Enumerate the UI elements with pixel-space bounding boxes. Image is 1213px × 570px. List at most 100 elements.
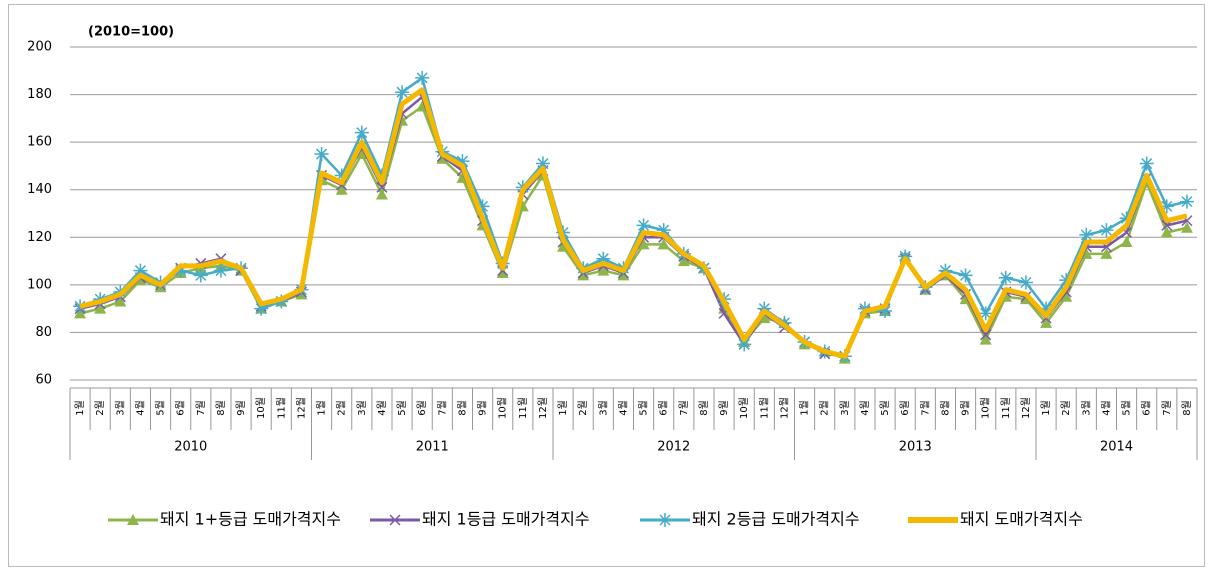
x-tick-label: 2월 xyxy=(336,400,348,416)
legend-label: 돼지 1등급 도매가격지수 xyxy=(422,510,590,529)
x-tick-label: 6월 xyxy=(1141,400,1153,416)
x-tick-label: 2월 xyxy=(1060,400,1072,416)
x-tick-label: 7월 xyxy=(919,400,931,416)
marker xyxy=(133,263,148,278)
x-tick-label: 12월 xyxy=(295,397,307,419)
x-tick-label: 4월 xyxy=(376,400,388,416)
year-label: 2010 xyxy=(174,440,207,455)
marker xyxy=(94,302,107,314)
x-tick-label: 2월 xyxy=(94,400,106,416)
year-label: 2011 xyxy=(416,440,449,455)
marker xyxy=(979,333,992,345)
legend-label: 돼지 2등급 도매가격지수 xyxy=(692,510,860,529)
marker xyxy=(656,223,671,238)
marker xyxy=(173,263,188,278)
x-tick-label: 8월 xyxy=(456,400,468,416)
marker xyxy=(389,514,401,526)
legend-item: 돼지 1+등급 도매가격지수 xyxy=(108,510,341,529)
marker xyxy=(1160,226,1173,238)
marker xyxy=(657,238,670,250)
marker xyxy=(213,263,228,278)
marker xyxy=(376,181,388,193)
x-tick-label: 2월 xyxy=(819,400,831,416)
x-tick-label: 3월 xyxy=(114,400,126,416)
x-tick-label: 1월 xyxy=(799,400,811,416)
x-tick-label: 9월 xyxy=(477,400,489,416)
x-tick-label: 4월 xyxy=(134,400,146,416)
x-tick-label: 10월 xyxy=(980,397,992,419)
x-tick-label: 11월 xyxy=(758,397,770,419)
marker xyxy=(355,148,368,160)
marker xyxy=(395,85,410,100)
y-tick-label: 140 xyxy=(27,182,52,197)
marker xyxy=(980,329,992,341)
marker xyxy=(978,306,993,321)
marker xyxy=(1139,156,1154,171)
marker xyxy=(314,147,329,162)
marker xyxy=(127,514,139,525)
marker xyxy=(1079,227,1094,242)
marker xyxy=(1180,221,1193,233)
year-label: 2014 xyxy=(1100,440,1133,455)
marker xyxy=(958,268,973,283)
x-tick-label: 5월 xyxy=(1121,400,1133,416)
marker xyxy=(415,70,430,85)
x-tick-label: 7월 xyxy=(678,400,690,416)
year-label: 2012 xyxy=(657,440,690,455)
x-tick-label: 3월 xyxy=(839,400,851,416)
x-tick-label: 7월 xyxy=(436,400,448,416)
marker xyxy=(1039,301,1054,316)
marker xyxy=(134,274,147,286)
marker xyxy=(1159,199,1174,214)
x-tick-label: 8월 xyxy=(698,400,710,416)
x-tick-label: 6월 xyxy=(899,400,911,416)
marker xyxy=(193,268,208,283)
marker xyxy=(758,312,771,324)
year-label: 2013 xyxy=(899,440,932,455)
chart-frame xyxy=(8,4,1205,567)
marker xyxy=(1060,290,1073,302)
marker xyxy=(1119,211,1134,226)
x-tick-label: 3월 xyxy=(1080,400,1092,416)
y-tick-label: 200 xyxy=(27,40,52,55)
x-tick-label: 9월 xyxy=(960,400,972,416)
marker xyxy=(496,266,509,278)
x-tick-label: 1월 xyxy=(316,400,328,416)
marker xyxy=(636,218,651,233)
y-tick-label: 180 xyxy=(27,87,52,102)
x-tick-label: 1월 xyxy=(1040,400,1052,416)
x-tick-label: 6월 xyxy=(658,400,670,416)
legend-item: 돼지 1등급 도매가격지수 xyxy=(370,510,590,529)
x-tick-label: 12월 xyxy=(1020,397,1032,419)
x-tick-label: 11월 xyxy=(517,397,529,419)
x-tick-label: 4월 xyxy=(617,400,629,416)
x-tick-label: 8월 xyxy=(1181,400,1193,416)
x-tick-label: 9월 xyxy=(235,400,247,416)
marker xyxy=(1018,275,1033,290)
x-tick-label: 12월 xyxy=(778,397,790,419)
x-tick-label: 6월 xyxy=(175,400,187,416)
x-tick-label: 5월 xyxy=(879,400,891,416)
marker xyxy=(737,337,752,352)
marker xyxy=(1059,273,1074,288)
x-tick-label: 11월 xyxy=(1000,397,1012,419)
marker xyxy=(1040,316,1053,328)
x-tick-label: 7월 xyxy=(195,400,207,416)
x-tick-label: 2월 xyxy=(577,400,589,416)
marker xyxy=(535,156,550,171)
marker xyxy=(637,238,650,250)
marker xyxy=(557,240,570,252)
marker xyxy=(1120,236,1133,248)
marker xyxy=(658,513,672,527)
legend-item: 돼지 2등급 도매가격지수 xyxy=(640,510,860,529)
legend-label: 돼지 도매가격지수 xyxy=(960,510,1083,529)
x-tick-label: 4월 xyxy=(859,400,871,416)
x-tick-label: 8월 xyxy=(939,400,951,416)
y-tick-label: 60 xyxy=(35,373,52,388)
x-tick-label: 10월 xyxy=(738,397,750,419)
y-tick-label: 100 xyxy=(27,277,52,292)
marker xyxy=(334,168,349,183)
marker xyxy=(1100,247,1113,259)
x-tick-label: 5월 xyxy=(155,400,167,416)
legend-item: 돼지 도매가격지수 xyxy=(908,510,1083,529)
